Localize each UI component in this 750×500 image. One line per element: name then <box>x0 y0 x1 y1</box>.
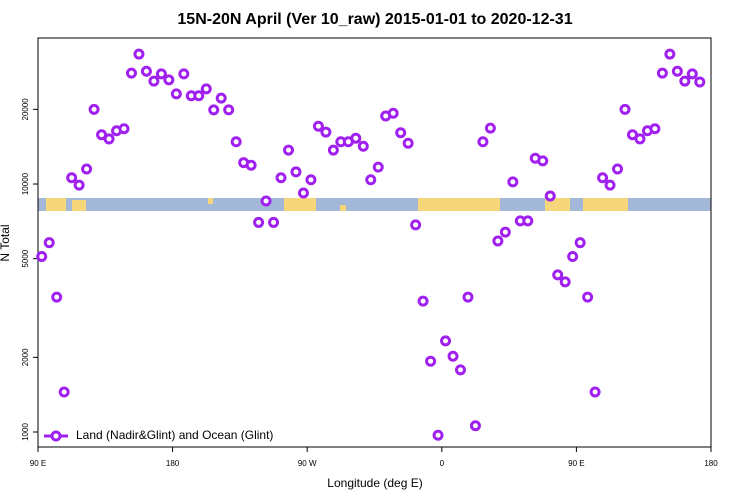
point <box>447 350 459 362</box>
point <box>402 137 414 149</box>
point <box>148 75 160 87</box>
land-map <box>38 198 711 211</box>
point <box>544 190 556 202</box>
y-tick-label: 20000 <box>21 98 30 121</box>
point <box>36 251 48 263</box>
point <box>290 166 302 178</box>
x-tick-label: 90 W <box>298 459 317 468</box>
point <box>410 219 422 231</box>
point <box>454 364 466 376</box>
point <box>604 179 616 191</box>
point <box>597 172 609 184</box>
point <box>297 187 309 199</box>
point <box>694 76 706 88</box>
point <box>567 251 579 263</box>
point <box>268 216 280 228</box>
point <box>350 132 362 144</box>
x-tick-label: 180 <box>166 459 180 468</box>
point <box>193 90 205 102</box>
point <box>484 122 496 134</box>
point <box>649 123 661 135</box>
x-tick-label: 180 <box>704 459 718 468</box>
point <box>170 88 182 100</box>
point <box>51 291 63 303</box>
point <box>305 174 317 186</box>
point <box>387 107 399 119</box>
point <box>462 291 474 303</box>
point <box>686 68 698 80</box>
point <box>492 235 504 247</box>
point <box>118 123 130 135</box>
point <box>215 92 227 104</box>
point <box>425 355 437 367</box>
point <box>327 144 339 156</box>
y-tick-label: 1000 <box>21 423 30 441</box>
point <box>656 67 668 79</box>
point <box>679 75 691 87</box>
point <box>253 216 265 228</box>
point <box>178 68 190 80</box>
point <box>671 65 683 77</box>
point <box>43 237 55 249</box>
point <box>499 226 511 238</box>
point <box>537 155 549 167</box>
legend-marker <box>50 430 62 442</box>
point <box>395 127 407 139</box>
point <box>417 295 429 307</box>
point <box>275 172 287 184</box>
y-tick-label: 10000 <box>21 172 30 195</box>
point <box>357 140 369 152</box>
point <box>58 386 70 398</box>
point <box>522 215 534 227</box>
y-axis-label: N Total <box>0 224 12 261</box>
x-tick-label: 0 <box>440 459 445 468</box>
point <box>312 120 324 132</box>
point <box>260 195 272 207</box>
point <box>582 291 594 303</box>
point <box>507 176 519 188</box>
point <box>125 67 137 79</box>
point <box>66 172 78 184</box>
point <box>230 136 242 148</box>
point <box>612 163 624 175</box>
point <box>365 174 377 186</box>
point <box>163 74 175 86</box>
point <box>208 104 220 116</box>
point <box>133 48 145 60</box>
point <box>140 65 152 77</box>
point <box>634 133 646 145</box>
point <box>619 103 631 115</box>
point <box>320 126 332 138</box>
point <box>552 269 564 281</box>
point <box>283 144 295 156</box>
x-axis-label: Longitude (deg E) <box>327 476 422 490</box>
x-tick-label: 90 E <box>568 459 584 468</box>
legend: Land (Nadir&Glint) and Ocean (Glint) <box>44 428 273 442</box>
point <box>589 386 601 398</box>
point <box>223 104 235 116</box>
y-tick-label: 5000 <box>21 249 30 267</box>
point <box>103 133 115 145</box>
point <box>574 237 586 249</box>
point <box>245 159 257 171</box>
y-tick-label: 2000 <box>21 348 30 366</box>
point <box>372 161 384 173</box>
point <box>81 163 93 175</box>
legend-label: Land (Nadir&Glint) and Ocean (Glint) <box>76 428 273 442</box>
point <box>559 276 571 288</box>
chart-title: 15N-20N April (Ver 10_raw) 2015-01-01 to… <box>177 11 572 28</box>
point <box>440 335 452 347</box>
point <box>200 83 212 95</box>
point <box>477 136 489 148</box>
point <box>432 429 444 441</box>
point <box>664 48 676 60</box>
point <box>88 103 100 115</box>
point <box>469 420 481 432</box>
point <box>73 179 85 191</box>
point <box>155 68 167 80</box>
x-tick-label: 90 E <box>30 459 46 468</box>
plot-frame <box>37 37 712 448</box>
